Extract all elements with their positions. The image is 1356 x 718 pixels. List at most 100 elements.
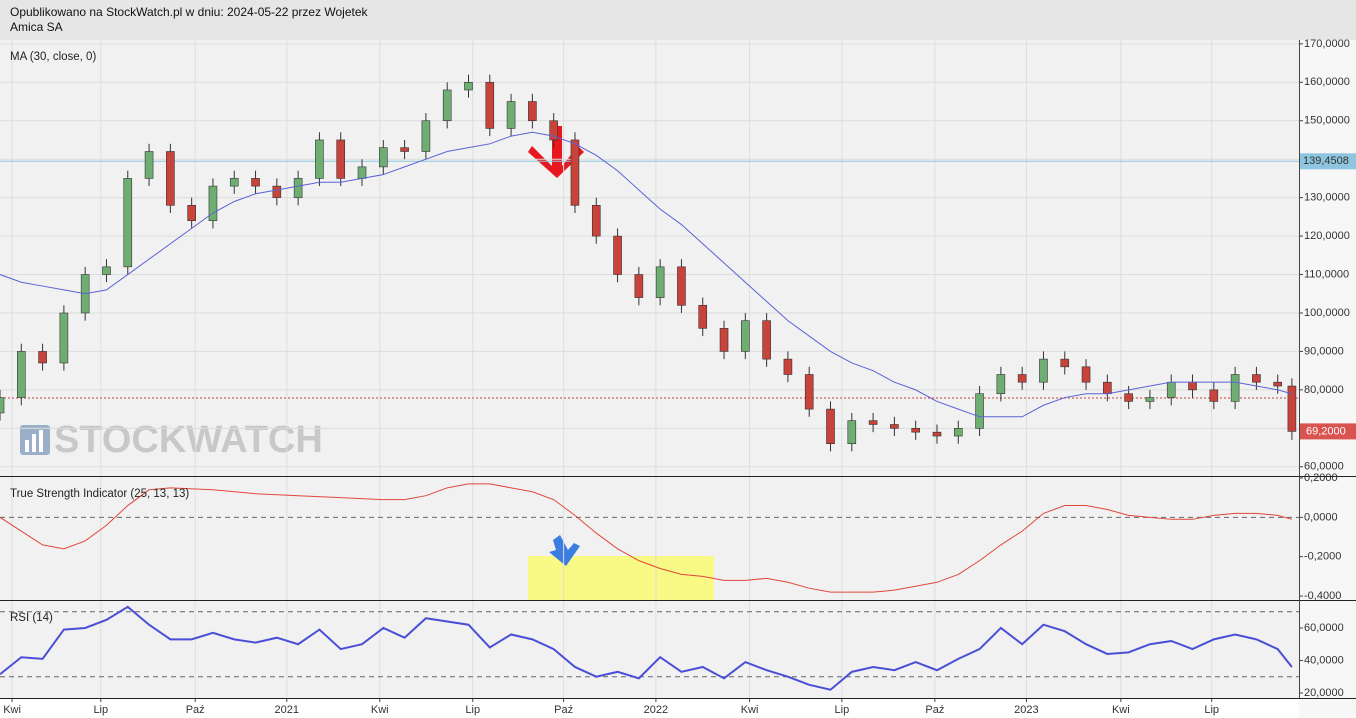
blue-arrow xyxy=(549,535,580,566)
y-tick-label: 60,0000 xyxy=(1304,461,1344,473)
y-tick-label: 0,2000 xyxy=(1304,472,1338,484)
candle-body xyxy=(485,81,495,129)
candle-body xyxy=(677,266,686,306)
candle-body xyxy=(315,139,324,179)
candle-body xyxy=(229,178,239,187)
x-tick-label: Lip xyxy=(1204,704,1219,716)
indicator-line xyxy=(0,605,1293,691)
candle-body xyxy=(1273,381,1283,387)
candle-body xyxy=(1124,393,1133,402)
y-tick-label: 130,0000 xyxy=(1304,192,1350,204)
candle-body xyxy=(1166,381,1176,398)
x-tick-label: Lip xyxy=(465,704,480,716)
candle-body xyxy=(1060,358,1070,368)
candle-body xyxy=(741,320,750,352)
panel-title: RSI (14) xyxy=(10,612,53,624)
candle-body xyxy=(953,428,963,437)
candle-body xyxy=(1188,381,1197,391)
y-tick-label: 20,0000 xyxy=(1304,687,1344,699)
y-tick-label: 120,0000 xyxy=(1304,230,1350,242)
candle-body xyxy=(591,205,601,237)
x-tick-label: Kwi xyxy=(3,704,21,716)
candle-body xyxy=(59,312,69,364)
x-tick-label: Lip xyxy=(93,704,108,716)
panel-title: True Strength Indicator (25, 13, 13) xyxy=(10,488,189,500)
x-tick-label: Paź xyxy=(186,704,205,716)
header-bar xyxy=(0,0,1356,40)
candle-body xyxy=(1017,374,1027,383)
candle-body xyxy=(1230,374,1240,402)
y-tick-label: 0,0000 xyxy=(1304,511,1338,523)
watermark-icon xyxy=(39,430,43,452)
x-tick-label: Kwi xyxy=(1112,704,1130,716)
candle-body xyxy=(1081,366,1091,383)
y-tick-label: 150,0000 xyxy=(1304,115,1350,127)
candle-body xyxy=(1039,358,1048,383)
candle-body xyxy=(464,81,473,91)
candle-body xyxy=(996,374,1006,395)
candle-body xyxy=(123,178,133,268)
header-line: Opublikowano na StockWatch.pl w dniu: 20… xyxy=(10,5,369,19)
candle-body xyxy=(293,178,303,198)
x-tick-label: Lip xyxy=(835,704,850,716)
candle-body xyxy=(570,139,580,206)
candle-body xyxy=(16,351,26,398)
x-tick-label: Kwi xyxy=(741,704,759,716)
x-tick-label: Paź xyxy=(925,704,944,716)
indicator-line xyxy=(0,483,1293,593)
candle-body xyxy=(187,205,196,222)
candle-body xyxy=(911,428,920,433)
watermark-icon xyxy=(32,434,36,452)
candle-body xyxy=(251,178,260,187)
x-tick-label: 2023 xyxy=(1014,704,1038,716)
watermark-text: STOCKWATCH xyxy=(54,419,323,461)
candle-body xyxy=(1103,381,1112,395)
y-tick-label: -0,2000 xyxy=(1304,551,1341,563)
price-tag-label: 139,4508 xyxy=(1303,155,1349,167)
y-tick-label: 40,0000 xyxy=(1304,654,1344,666)
candle-body xyxy=(698,304,708,329)
candle-body xyxy=(1209,389,1219,402)
y-tick-label: 170,0000 xyxy=(1304,38,1350,50)
candle-body xyxy=(634,274,644,298)
candle-body xyxy=(1145,397,1155,402)
candle-body xyxy=(1287,385,1297,432)
candle-body xyxy=(719,328,729,352)
candle-body xyxy=(783,358,793,375)
x-tick-label: Kwi xyxy=(371,704,389,716)
candle-body xyxy=(102,266,111,275)
candle-body xyxy=(528,101,537,122)
candle-body xyxy=(421,120,431,152)
candle-body xyxy=(506,101,516,129)
candle-body xyxy=(975,393,984,429)
candle-body xyxy=(932,431,942,437)
last-price-tag xyxy=(1300,423,1356,440)
y-tick-label: 60,0000 xyxy=(1304,622,1344,634)
y-tick-label: 100,0000 xyxy=(1304,307,1350,319)
x-tick-label: 2021 xyxy=(275,704,299,716)
candle-body xyxy=(38,351,47,364)
y-tick-label: 110,0000 xyxy=(1304,268,1349,280)
moving-average-line xyxy=(0,131,1293,418)
candle-body xyxy=(336,139,346,179)
candle-body xyxy=(0,397,5,414)
candle-body xyxy=(826,408,835,445)
y-tick-label: 90,0000 xyxy=(1304,345,1344,357)
x-tick-label: Paź xyxy=(554,704,573,716)
candle-body xyxy=(208,185,218,222)
candle-body xyxy=(868,420,878,425)
red-arrow xyxy=(528,126,584,178)
header-line: Amica SA xyxy=(10,20,63,34)
candle-body xyxy=(166,151,175,206)
candle-body xyxy=(357,166,367,179)
candle-body xyxy=(379,147,388,168)
price-tag xyxy=(1300,153,1356,170)
candle-body xyxy=(804,374,814,410)
candle-body xyxy=(400,147,409,152)
candle-body xyxy=(1252,374,1261,383)
candle-body xyxy=(613,235,622,275)
y-tick-label: 80,0000 xyxy=(1304,384,1344,396)
candle-body xyxy=(847,420,857,445)
candle-body xyxy=(549,120,558,141)
